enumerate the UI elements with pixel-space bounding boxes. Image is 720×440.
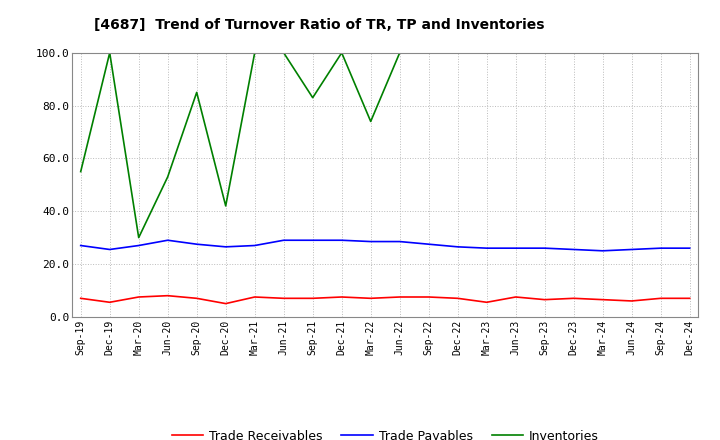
Inventories [541, 50, 549, 55]
Inventories [192, 90, 201, 95]
Inventories [598, 50, 607, 55]
Trade Payables [192, 242, 201, 247]
Trade Payables [395, 239, 404, 244]
Trade Payables [598, 248, 607, 253]
Trade Receivables [570, 296, 578, 301]
Line: Trade Receivables: Trade Receivables [81, 296, 690, 304]
Inventories [76, 169, 85, 174]
Line: Trade Payables: Trade Payables [81, 240, 690, 251]
Inventories [657, 50, 665, 55]
Inventories [105, 50, 114, 55]
Trade Payables [511, 246, 520, 251]
Trade Receivables [627, 298, 636, 304]
Inventories [395, 50, 404, 55]
Trade Payables [308, 238, 317, 243]
Trade Payables [482, 246, 491, 251]
Trade Payables [221, 244, 230, 249]
Trade Payables [454, 244, 462, 249]
Inventories [454, 50, 462, 55]
Trade Receivables [366, 296, 375, 301]
Trade Payables [163, 238, 172, 243]
Trade Receivables [105, 300, 114, 305]
Inventories [511, 50, 520, 55]
Inventories [163, 174, 172, 180]
Trade Payables [685, 246, 694, 251]
Trade Payables [424, 242, 433, 247]
Trade Receivables [192, 296, 201, 301]
Inventories [685, 50, 694, 55]
Trade Receivables [135, 294, 143, 300]
Trade Receivables [541, 297, 549, 302]
Trade Receivables [279, 296, 288, 301]
Trade Receivables [482, 300, 491, 305]
Inventories [251, 50, 259, 55]
Trade Receivables [221, 301, 230, 306]
Trade Payables [76, 243, 85, 248]
Trade Receivables [308, 296, 317, 301]
Inventories [482, 50, 491, 55]
Trade Payables [570, 247, 578, 252]
Inventories [279, 50, 288, 55]
Trade Payables [541, 246, 549, 251]
Trade Receivables [657, 296, 665, 301]
Trade Payables [251, 243, 259, 248]
Inventories [135, 235, 143, 240]
Inventories [221, 203, 230, 209]
Trade Receivables [511, 294, 520, 300]
Trade Receivables [338, 294, 346, 300]
Trade Receivables [424, 294, 433, 300]
Trade Payables [279, 238, 288, 243]
Trade Payables [657, 246, 665, 251]
Inventories [627, 50, 636, 55]
Legend: Trade Receivables, Trade Payables, Inventories: Trade Receivables, Trade Payables, Inven… [166, 425, 604, 440]
Trade Payables [105, 247, 114, 252]
Trade Receivables [163, 293, 172, 298]
Trade Receivables [251, 294, 259, 300]
Inventories [366, 119, 375, 124]
Inventories [308, 95, 317, 100]
Text: [4687]  Trend of Turnover Ratio of TR, TP and Inventories: [4687] Trend of Turnover Ratio of TR, TP… [94, 18, 544, 32]
Trade Receivables [454, 296, 462, 301]
Trade Payables [627, 247, 636, 252]
Trade Receivables [76, 296, 85, 301]
Trade Payables [135, 243, 143, 248]
Inventories [570, 50, 578, 55]
Inventories [424, 50, 433, 55]
Trade Receivables [685, 296, 694, 301]
Trade Payables [338, 238, 346, 243]
Trade Receivables [395, 294, 404, 300]
Line: Inventories: Inventories [81, 53, 690, 238]
Inventories [338, 50, 346, 55]
Trade Receivables [598, 297, 607, 302]
Trade Payables [366, 239, 375, 244]
